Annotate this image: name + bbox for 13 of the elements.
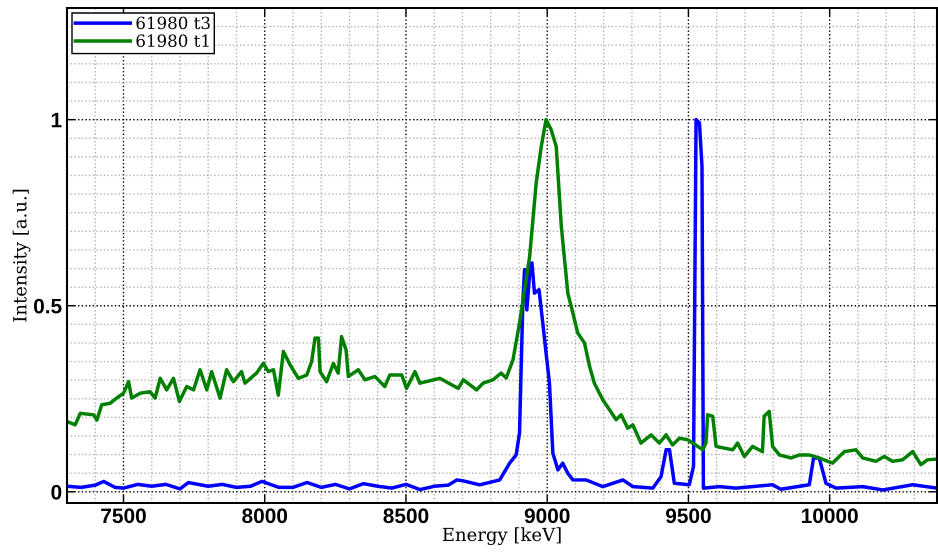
- x-tick-label: 8500: [383, 508, 428, 524]
- y-axis-title: Intensity [a.u.]: [12, 190, 30, 322]
- y-tick-label: 1: [52, 112, 62, 128]
- x-tick-label: 9500: [666, 508, 711, 524]
- x-tick-label: 8000: [242, 508, 288, 524]
- x-tick-label: 9000: [524, 508, 570, 524]
- x-axis-title: Energy [keV]: [442, 527, 561, 546]
- x-tick-label: 10000: [802, 508, 858, 524]
- x-tick-label: 7500: [101, 508, 146, 524]
- legend-label: 61980 t3: [136, 16, 210, 30]
- y-tick-label: 0: [51, 484, 62, 500]
- y-tick-label: 0.5: [34, 298, 62, 314]
- legend-label: 61980 t1: [136, 34, 209, 48]
